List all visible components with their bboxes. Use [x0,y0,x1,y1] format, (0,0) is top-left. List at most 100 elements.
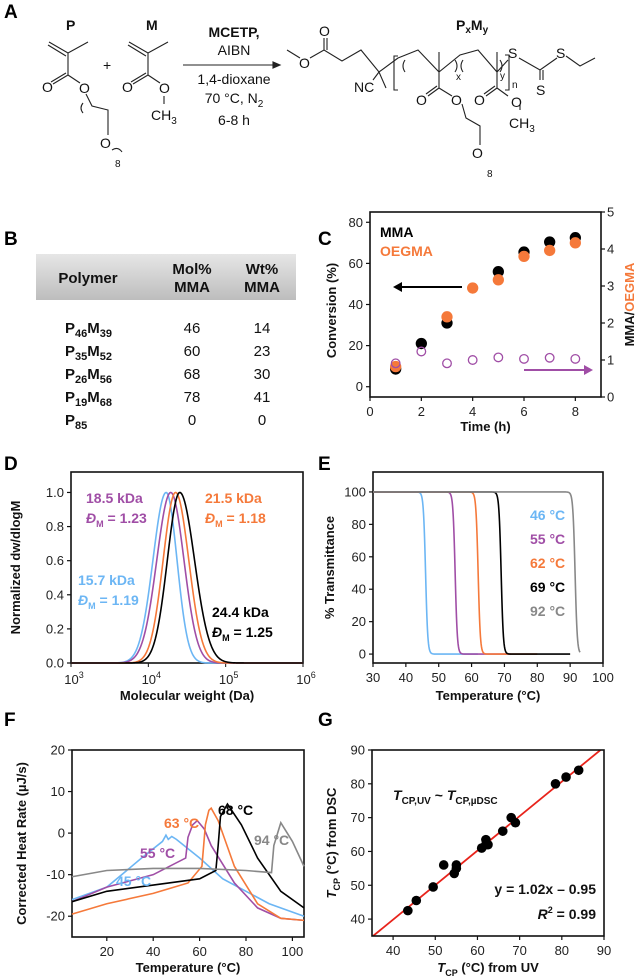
x-tick-label: 106 [296,670,315,687]
y-tick-label: 0.8 [46,519,64,534]
plot-frame [71,749,305,938]
x-axis-title: TCP (°C) from UV [437,960,539,977]
mw-label: 15.7 kDa [78,572,135,588]
x-tick-label: 60 [464,670,478,685]
wt-percent-cell: 14 [254,320,271,337]
x-tick-label: 70 [512,943,526,958]
monomer-p-structure [47,41,109,135]
panel-label-d: D [4,454,18,475]
x-tick-label: 40 [386,943,400,958]
dispersity-label: ĐM = 1.18 [205,510,266,529]
y-tick-label: 4 [607,242,614,257]
x-tick-label: 80 [239,944,253,959]
y-tick-label: 10 [51,784,65,799]
y-tick-label: 3 [607,279,614,294]
y-tick-label: 80 [351,776,365,791]
reaction-scheme: P M + O O O 8 O O CH3 MCETP, AIBN 1,4-di… [42,17,596,180]
x-tick-label: 60 [192,944,206,959]
y-tick-label: 100 [344,484,366,499]
temperature-label: 70 °C, N2 [205,90,264,110]
data-point [442,358,452,369]
mol-percent-cell: 60 [184,343,201,360]
data-point [403,905,413,916]
product-structure [286,38,596,145]
reagent-mcetp: MCETP, [208,24,259,40]
methyl-label: CH3 [151,107,177,127]
atom-o: O [100,135,111,151]
dsc-trace [71,819,305,922]
panel-label-b: B [4,229,18,250]
polymer-name: P19M68 [65,389,112,409]
panel-label-a: A [4,2,18,23]
mol-percent-cell: 0 [188,412,196,429]
y-tick-label: 60 [352,549,366,564]
mw-label: 21.5 kDa [205,490,262,506]
arrow-left-icon [393,282,402,292]
atom-o: O [159,80,170,96]
dispersity-label: ĐM = 1.25 [212,624,273,643]
dsc-trace [71,820,305,878]
atom-s: S [556,45,565,61]
mol-percent-cell: 46 [184,320,201,337]
data-point [510,817,521,828]
y-tick-label: 1.0 [46,485,64,500]
mw-label: 18.5 kDa [86,490,143,506]
panel-label-f: F [4,710,16,731]
atom-o: O [451,92,462,108]
x-tick-label: 50 [431,670,445,685]
dispersity-label: ĐM = 1.23 [86,510,147,529]
atom-o: O [299,55,310,71]
polymer-name: P85 [65,412,87,432]
y-tick-label: 50 [351,878,365,893]
x-tick-label: 90 [563,670,577,685]
mol-percent-cell: 78 [184,389,201,406]
x-tick-label: 2 [418,404,425,419]
y-tick-label: 40 [351,912,365,927]
y-tick-label: 20 [352,614,366,629]
peak-label: 63 °C [164,815,199,831]
mw-label: 24.4 kDa [212,604,269,620]
plus-sign: + [103,57,111,73]
atom-o: O [42,79,53,95]
x-tick-label: 4 [469,404,476,419]
solvent-label: 1,4-dioxane [197,71,270,87]
table-header-band [36,254,296,300]
y2-axis-title: MMA/OEGMA [622,262,637,346]
data-point [492,274,504,286]
polymer-name: P26M56 [65,366,112,386]
atom-o: O [511,94,522,110]
data-point [390,358,401,369]
y-tick-label: 80 [349,215,363,230]
data-point [544,244,556,257]
peak-label: 55 °C [140,845,175,861]
repeat-bracket-p [80,102,123,153]
wt-percent-cell: 30 [254,366,271,383]
table-header: Polymer [58,270,117,287]
legend-mma: MMA [380,224,413,240]
atom-o: O [319,23,330,39]
data-point [573,765,584,776]
subscript-y: y [500,71,505,82]
product-label: PxMy [456,17,489,36]
correlation-chart: 40 50 60 70 80 90 40 50 60 70 80 90 TCP (°C) from UV… [324,743,611,977]
y-tick-label: 80 [352,517,366,532]
plot-frame [70,471,304,664]
polymer-brackets [393,54,510,91]
transmittance-trace [373,491,478,655]
x-tick-label: 80 [530,670,544,685]
polymer-name: P35M52 [65,343,112,363]
atom-o: O [79,80,90,96]
atom-s: S [508,45,517,61]
x-tick-label: 0 [366,404,373,419]
atom-o: O [122,79,133,95]
x-tick-label: 8 [572,404,579,419]
panel-label-e: E [318,454,331,475]
y-tick-label: 70 [351,810,365,825]
wt-percent-cell: 0 [258,412,266,429]
x-axis-title: Temperature (°C) [136,960,241,975]
atom-s: S [536,82,545,98]
table-header: Mol% [172,261,211,278]
arrow-head-icon [272,61,282,69]
panel-label-g: G [318,710,333,731]
